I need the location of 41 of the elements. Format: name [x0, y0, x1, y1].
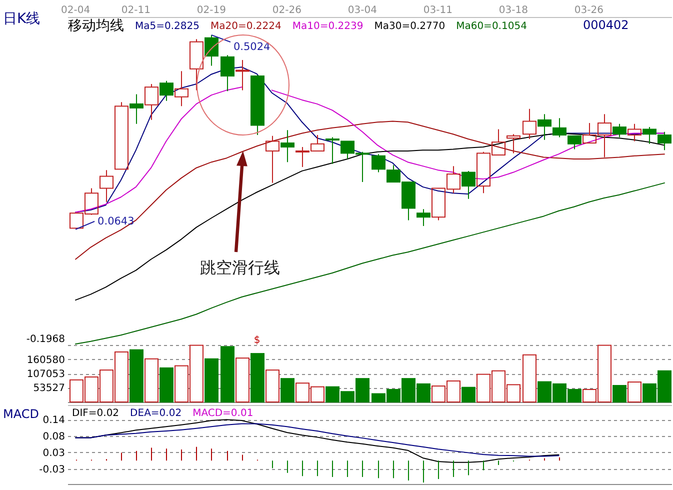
bar — [612, 384, 626, 402]
chart-title: MACD — [3, 407, 39, 421]
bar — [144, 358, 158, 402]
bar — [628, 382, 642, 402]
y-tick-label: 107053 — [26, 369, 65, 380]
x-tick-label: 02-11 — [121, 5, 150, 16]
x-tick-label: 02-26 — [272, 5, 302, 16]
y-tick-label: 53527 — [33, 383, 65, 394]
bar — [236, 358, 250, 402]
x-tick-label: 02-04 — [61, 5, 90, 16]
note: 0.5024 — [210, 34, 270, 53]
text: 跳空滑行线 — [200, 258, 280, 277]
y-tick-label: 0.08 — [42, 432, 65, 443]
bar — [266, 370, 280, 402]
x-tick-label: 03-18 — [498, 5, 528, 16]
bar — [250, 353, 264, 402]
chart-title: 日K线 — [3, 11, 40, 27]
text: 000402 — [583, 18, 629, 32]
bar — [220, 346, 234, 402]
annotation: MACD=0.01 — [192, 408, 254, 419]
y-tick-label: 0.14 — [42, 415, 65, 426]
x-tick-label: 03-04 — [348, 5, 377, 16]
legend: 移动均线 Ma5=0.2825 Ma20=0.2224 Ma10=0.2239 Ma30=0.2770 Ma60=0.1054 — [68, 18, 527, 34]
y-tick-label: 160580 — [26, 354, 65, 366]
bar — [204, 358, 218, 402]
y-tick-label: 0.03 — [42, 448, 65, 459]
bar — [522, 354, 536, 402]
y-tick-label: -0.03 — [39, 464, 65, 476]
annotation: 0.5024 — [233, 41, 271, 53]
bar — [462, 386, 476, 402]
x-tick-label: 02-19 — [196, 5, 226, 16]
x-tick-label: 03-11 — [423, 5, 452, 16]
note: 0.0643 — [75, 215, 134, 230]
x-tick-label: 03-26 — [574, 5, 604, 16]
annotation: $ — [254, 335, 260, 346]
legend: DIF=0.02 DEA=0.02 — [72, 408, 182, 419]
bar — [160, 367, 174, 402]
text: -0.1968 — [26, 334, 65, 345]
bar — [280, 378, 294, 402]
bar — [130, 349, 144, 402]
annotation: 0.0643 — [98, 215, 134, 228]
